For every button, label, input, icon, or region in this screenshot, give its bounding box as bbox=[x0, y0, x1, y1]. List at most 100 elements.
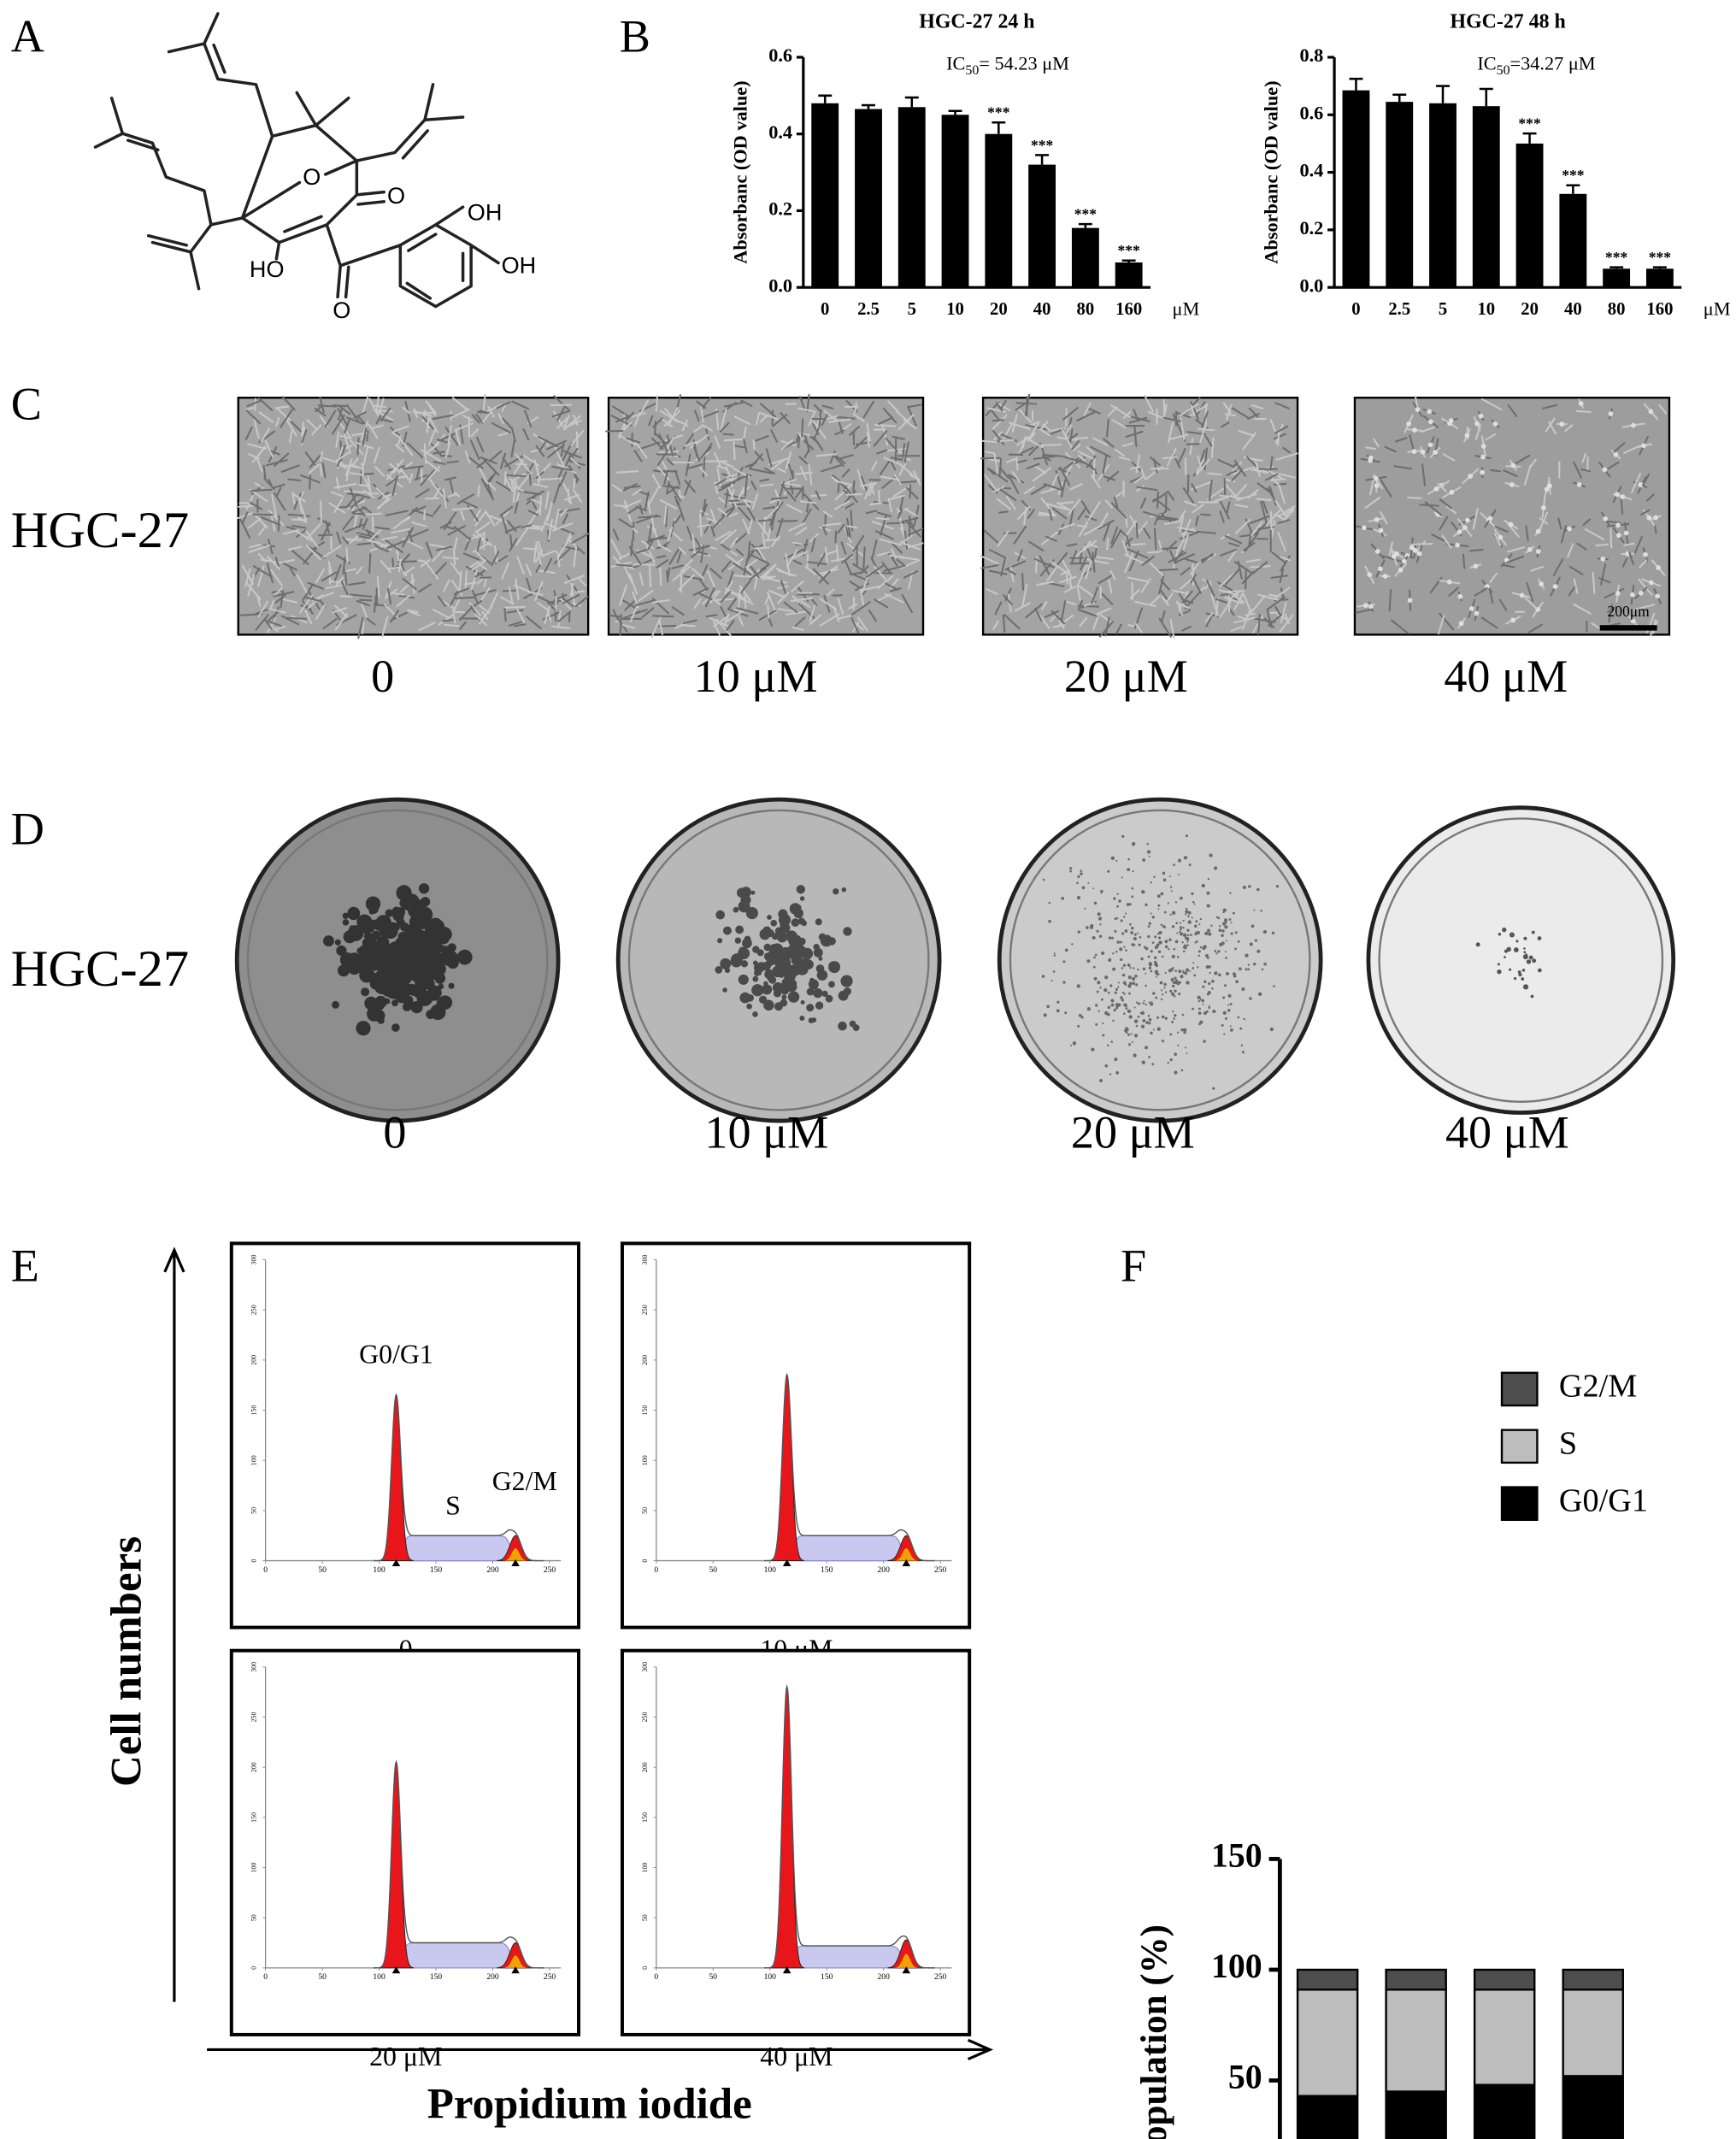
cell bbox=[453, 537, 458, 551]
colony bbox=[1094, 953, 1098, 957]
colony bbox=[1062, 960, 1066, 963]
cell bbox=[780, 439, 794, 451]
cell bbox=[470, 428, 480, 438]
cell bbox=[605, 429, 624, 433]
cell bbox=[764, 594, 770, 605]
bar bbox=[1603, 268, 1631, 288]
cell bbox=[319, 463, 323, 477]
colony bbox=[1164, 945, 1168, 949]
cell bbox=[699, 466, 708, 477]
cell bbox=[628, 573, 638, 595]
cell bbox=[557, 610, 562, 629]
cell bbox=[1042, 423, 1052, 433]
cell bbox=[875, 516, 890, 521]
bar bbox=[1342, 90, 1370, 288]
cell bbox=[756, 546, 766, 561]
colony bbox=[1107, 991, 1110, 994]
colony bbox=[1167, 1061, 1169, 1064]
cell bbox=[1431, 533, 1445, 542]
cell bbox=[442, 556, 460, 560]
colony bbox=[1078, 1013, 1082, 1017]
y-tick-label: 0 bbox=[250, 1966, 258, 1970]
outline-curve bbox=[764, 1684, 935, 1969]
colony bbox=[385, 909, 394, 917]
cell bbox=[392, 516, 410, 530]
cell bbox=[885, 582, 899, 591]
cell bbox=[1204, 435, 1213, 447]
colony bbox=[752, 1011, 758, 1017]
colony bbox=[1180, 1028, 1185, 1032]
cell bbox=[873, 430, 888, 447]
colony bbox=[752, 975, 759, 982]
cell bbox=[634, 599, 656, 607]
cell bbox=[1021, 583, 1028, 607]
cell bbox=[788, 521, 806, 532]
colony bbox=[1169, 886, 1173, 888]
cell bbox=[1143, 527, 1151, 539]
cell bbox=[680, 558, 693, 573]
cell bbox=[845, 527, 850, 537]
colony bbox=[1526, 959, 1532, 964]
cell bbox=[621, 598, 638, 610]
rounded-cell bbox=[1433, 450, 1438, 456]
rounded-cell bbox=[1539, 581, 1545, 586]
cell bbox=[811, 417, 827, 421]
s-phase-area bbox=[395, 1942, 522, 1969]
colony bbox=[1123, 946, 1126, 948]
cell bbox=[322, 617, 338, 630]
cell bbox=[746, 506, 756, 521]
cell bbox=[371, 424, 384, 429]
cell bbox=[558, 508, 580, 514]
colony bbox=[1141, 889, 1145, 894]
cell bbox=[340, 579, 349, 596]
cell bbox=[503, 605, 526, 609]
cell bbox=[362, 446, 369, 467]
cell bbox=[850, 616, 860, 634]
cell bbox=[997, 498, 1012, 510]
cell bbox=[1094, 547, 1098, 558]
cell bbox=[362, 427, 368, 446]
cell bbox=[350, 497, 364, 510]
cell bbox=[738, 615, 744, 627]
cell bbox=[1215, 598, 1227, 604]
cell bbox=[769, 498, 780, 504]
colony bbox=[412, 969, 428, 985]
cell bbox=[812, 422, 820, 435]
cell bbox=[550, 625, 571, 630]
colony bbox=[1131, 976, 1136, 981]
cell bbox=[770, 429, 778, 443]
cell bbox=[1192, 504, 1204, 514]
bar bbox=[1386, 102, 1414, 288]
cell bbox=[1102, 455, 1108, 474]
cell bbox=[733, 562, 752, 575]
cell bbox=[293, 492, 303, 510]
colony bbox=[735, 925, 744, 934]
cell bbox=[403, 566, 415, 575]
y-tick-label: 150 bbox=[250, 1812, 258, 1823]
cell bbox=[827, 588, 835, 596]
cell bbox=[759, 483, 774, 487]
colony bbox=[1181, 1013, 1185, 1016]
colony bbox=[1077, 875, 1080, 878]
cell bbox=[1474, 423, 1481, 440]
colony bbox=[1110, 1040, 1113, 1043]
cell bbox=[569, 583, 574, 597]
cell bbox=[1214, 494, 1233, 503]
peak-marker bbox=[902, 1966, 911, 1974]
cell bbox=[1199, 422, 1207, 443]
colony bbox=[1196, 930, 1200, 934]
colony bbox=[1127, 963, 1131, 967]
y-tick-label: 0.8 bbox=[1299, 44, 1323, 66]
cell bbox=[903, 419, 917, 430]
cell bbox=[1573, 603, 1592, 615]
cell bbox=[1077, 451, 1094, 460]
cell bbox=[892, 435, 905, 440]
colony bbox=[776, 931, 788, 943]
cell bbox=[1393, 465, 1413, 470]
cell bbox=[674, 622, 687, 629]
cell bbox=[280, 558, 296, 564]
colony bbox=[1209, 971, 1211, 975]
cell bbox=[1480, 616, 1498, 629]
rounded-cell bbox=[1559, 421, 1565, 427]
colony bbox=[1056, 1000, 1060, 1004]
